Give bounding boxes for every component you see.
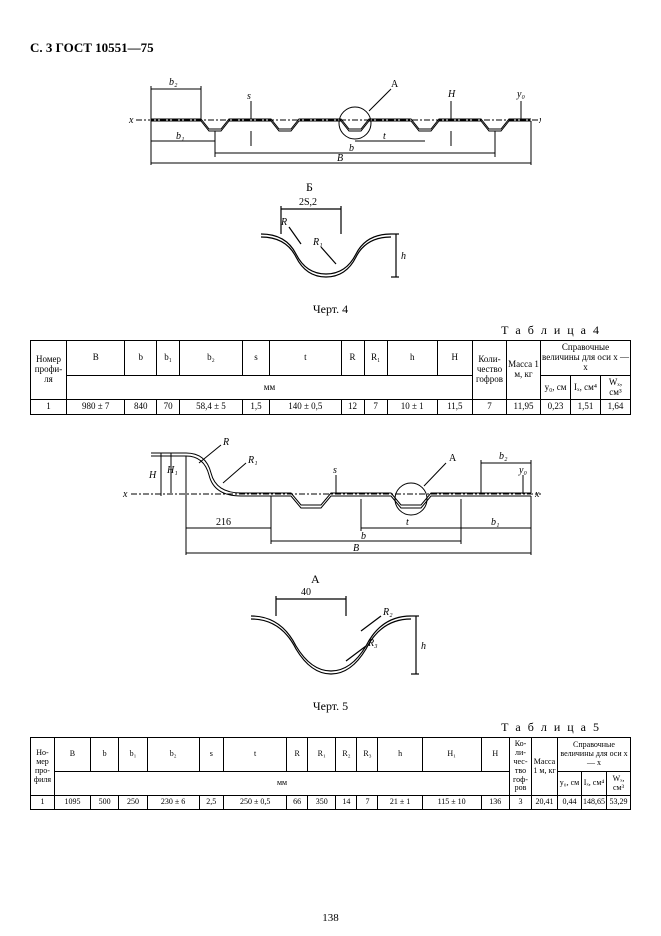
th-qty: Ко- ли- чес- тво гоф- ров <box>510 738 532 796</box>
th-s: s <box>199 738 224 772</box>
th-mass: Масса 1 м, кг <box>532 738 558 796</box>
svg-text:216: 216 <box>216 517 231 528</box>
svg-text:R₁: R₁ <box>247 455 258 466</box>
svg-text:40: 40 <box>301 587 311 598</box>
svg-text:x: x <box>128 115 134 126</box>
figure-4-main: А b₂ s H y₀ x x t b₁ b B <box>30 71 631 171</box>
svg-text:b₁: b₁ <box>176 131 184 142</box>
svg-text:s: s <box>333 465 337 476</box>
th-b2: b₂ <box>180 341 243 376</box>
th-ref: Справочные величины для оси x — x <box>558 738 631 772</box>
th-s: s <box>242 341 269 376</box>
svg-text:t: t <box>406 517 409 528</box>
svg-text:b₂: b₂ <box>499 451 508 462</box>
th-b1: b₁ <box>119 738 147 772</box>
th-R: R <box>287 738 308 772</box>
svg-text:s: s <box>247 91 251 102</box>
th-H: H <box>481 738 509 772</box>
svg-text:t: t <box>383 131 386 142</box>
svg-text:H: H <box>148 470 157 481</box>
th-profile: Но- мер про- филя <box>31 738 55 796</box>
svg-text:h: h <box>421 641 426 652</box>
svg-text:x: x <box>538 115 541 126</box>
svg-text:x: x <box>534 489 540 500</box>
table-row: 11095500 250230 ± 62,5 250 ± 0,566350 14… <box>31 796 631 810</box>
table-4-label: Т а б л и ц а 4 <box>30 323 601 338</box>
table-row: 1980 ± 7840 7058,4 ± 51,5 140 ± 0,5127 1… <box>31 400 631 415</box>
th-H1: H₁ <box>422 738 481 772</box>
th-Ix: Iₓ, см⁴ <box>571 375 601 400</box>
svg-text:b: b <box>349 143 354 154</box>
svg-text:R₁: R₁ <box>312 237 323 248</box>
th-mm: мм <box>67 375 473 400</box>
table-5-label: Т а б л и ц а 5 <box>30 720 601 735</box>
table-4: Номер профи- ля B b b₁ b₂ s t R R₁ h H К… <box>30 340 631 415</box>
svg-text:2S,2: 2S,2 <box>299 197 317 208</box>
th-Ix: Iₓ, см⁴ <box>582 771 607 795</box>
th-Wx: Wₓ, см³ <box>601 375 631 400</box>
th-y0: y₀, см <box>541 375 571 400</box>
th-h: h <box>378 738 422 772</box>
page-header: С. 3 ГОСТ 10551—75 <box>30 40 631 56</box>
th-R: R <box>341 341 364 376</box>
svg-text:B: B <box>337 153 343 164</box>
table-5: Но- мер про- филя B b b₁ b₂ s t R R₁ R₂ … <box>30 737 631 810</box>
th-Wx: Wₓ, см³ <box>607 771 631 795</box>
svg-text:Б: Б <box>306 180 313 194</box>
th-mm: мм <box>55 771 510 795</box>
th-t: t <box>270 341 341 376</box>
th-t: t <box>224 738 287 772</box>
th-mass: Масса 1 м, кг <box>507 341 541 400</box>
th-R2: R₂ <box>336 738 357 772</box>
figure-5-caption: Черт. 5 <box>30 699 631 714</box>
th-profile: Номер профи- ля <box>31 341 67 400</box>
th-h: h <box>387 341 437 376</box>
svg-text:y₀: y₀ <box>518 465 527 476</box>
th-R1: R₁ <box>364 341 387 376</box>
th-b2: b₂ <box>147 738 199 772</box>
th-B: B <box>55 738 91 772</box>
svg-text:R: R <box>280 217 287 228</box>
svg-text:R₂: R₂ <box>382 607 393 618</box>
th-y0: y₀, см <box>558 771 582 795</box>
th-b: b <box>90 738 118 772</box>
svg-text:b₂: b₂ <box>169 77 178 88</box>
svg-text:R₃: R₃ <box>367 638 378 649</box>
svg-text:b₁: b₁ <box>491 517 499 528</box>
th-qty: Коли- чество гофров <box>473 341 507 400</box>
page-number: 138 <box>0 912 661 924</box>
svg-text:H: H <box>447 89 456 100</box>
svg-text:А: А <box>311 572 320 586</box>
svg-text:x: x <box>122 489 128 500</box>
svg-text:h: h <box>401 251 406 262</box>
svg-text:А: А <box>391 79 399 90</box>
th-B: B <box>67 341 125 376</box>
th-b1: b₁ <box>157 341 180 376</box>
th-R3: R₃ <box>357 738 378 772</box>
svg-text:А: А <box>449 453 457 464</box>
svg-text:B: B <box>353 543 359 554</box>
svg-text:R: R <box>222 437 229 448</box>
svg-text:H₁: H₁ <box>166 465 178 476</box>
figure-5-main: А R R₁ H H₁ s b₂ y₀ x x 216 t b₁ b B <box>30 433 631 563</box>
figure-4-detail: Б 2S,2 R R₁ h <box>30 179 631 294</box>
svg-text:b: b <box>361 531 366 542</box>
figure-4-caption: Черт. 4 <box>30 302 631 317</box>
th-b: b <box>125 341 157 376</box>
svg-text:y₀: y₀ <box>516 89 525 100</box>
th-ref: Справочные величины для оси x — x <box>541 341 631 376</box>
th-R1: R₁ <box>308 738 336 772</box>
figure-5-detail: А 40 R₂ R₃ h <box>30 571 631 691</box>
th-H: H <box>437 341 472 376</box>
